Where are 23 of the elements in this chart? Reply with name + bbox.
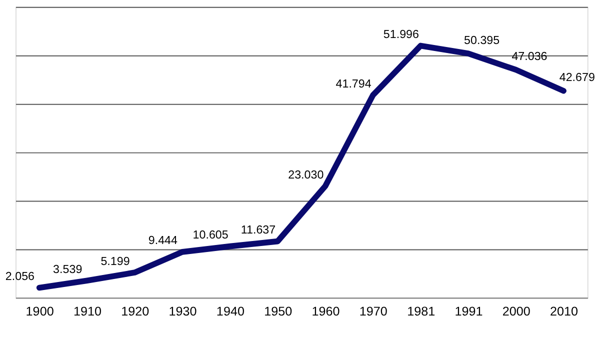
x-tick-label: 1960	[312, 304, 340, 319]
data-label: 2.056	[5, 270, 34, 283]
x-tick-label: 2000	[502, 304, 530, 319]
data-label: 41.794	[336, 77, 372, 90]
x-tick-label: 1940	[216, 304, 244, 319]
data-label: 42.679	[559, 71, 595, 84]
data-label: 5.199	[100, 254, 130, 268]
data-label: 3.539	[53, 262, 82, 276]
x-tick-label: 2010	[550, 304, 578, 319]
data-label: 23.030	[288, 168, 324, 182]
data-label: 50.395	[464, 34, 500, 47]
data-label: 10.605	[192, 228, 228, 242]
x-tick-label: 1991	[454, 304, 483, 319]
data-label: 9.444	[148, 234, 178, 248]
x-tick-label: 1910	[73, 304, 102, 319]
data-label: 11.637	[240, 224, 276, 237]
x-tick-label: 1900	[26, 304, 54, 319]
data-label: 51.996	[383, 28, 419, 41]
x-tick-label: 1920	[121, 304, 150, 319]
x-tick-label: 1930	[168, 304, 197, 319]
x-tick-label: 1970	[359, 304, 388, 319]
x-tick-label: 1950	[264, 304, 292, 319]
x-tick-label: 1981	[407, 304, 436, 319]
